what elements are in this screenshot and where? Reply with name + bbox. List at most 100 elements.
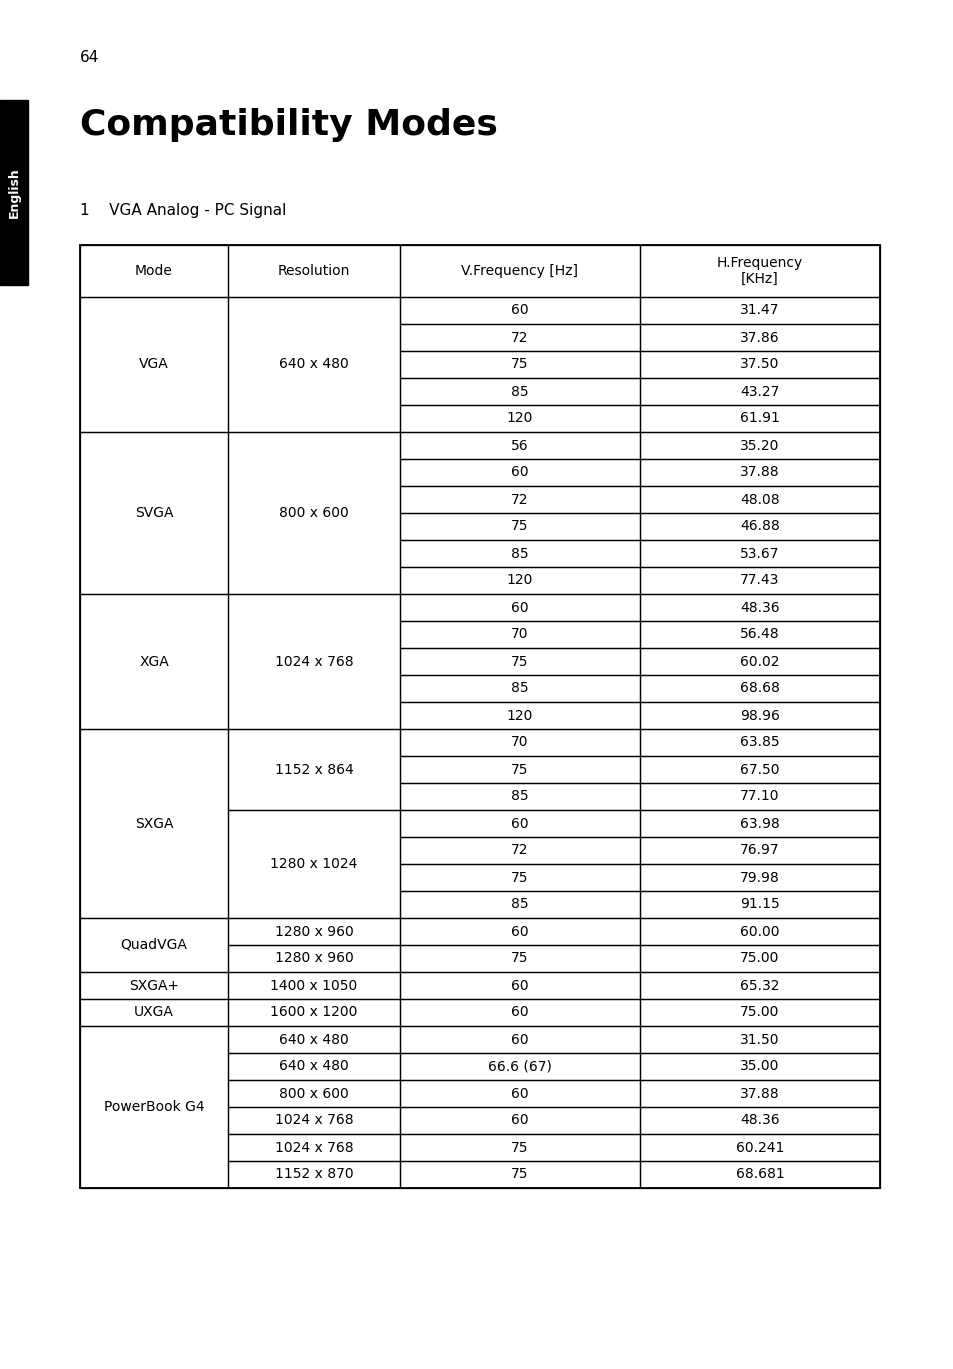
- Text: 53.67: 53.67: [740, 546, 779, 560]
- Text: 75: 75: [511, 654, 528, 668]
- Bar: [228, 1053, 399, 1080]
- Text: 48.08: 48.08: [740, 493, 779, 507]
- Bar: [228, 433, 399, 594]
- Bar: [399, 297, 639, 324]
- Text: 56.48: 56.48: [740, 627, 779, 642]
- Bar: [399, 1053, 639, 1080]
- Bar: [228, 945, 399, 972]
- Text: 37.88: 37.88: [740, 1087, 779, 1101]
- Text: 91.15: 91.15: [740, 898, 779, 912]
- Text: SVGA: SVGA: [134, 507, 173, 520]
- Text: 35.00: 35.00: [740, 1060, 779, 1073]
- Bar: [228, 1108, 399, 1134]
- Text: Mode: Mode: [135, 264, 172, 278]
- Text: 72: 72: [511, 843, 528, 857]
- Bar: [639, 891, 879, 919]
- Bar: [80, 1025, 228, 1188]
- Text: 85: 85: [511, 546, 528, 560]
- Bar: [639, 324, 879, 350]
- Text: 60: 60: [511, 979, 528, 993]
- Bar: [80, 433, 228, 594]
- Text: 800 x 600: 800 x 600: [279, 1087, 349, 1101]
- Text: 60.02: 60.02: [740, 654, 779, 668]
- Text: SXGA: SXGA: [134, 816, 173, 831]
- Bar: [399, 783, 639, 810]
- Text: 60: 60: [511, 1087, 528, 1101]
- Text: 68.68: 68.68: [740, 682, 780, 695]
- Bar: [639, 539, 879, 567]
- Bar: [399, 486, 639, 513]
- Bar: [639, 350, 879, 378]
- Bar: [639, 810, 879, 836]
- Bar: [399, 350, 639, 378]
- Bar: [639, 567, 879, 594]
- Text: 1280 x 960: 1280 x 960: [274, 924, 353, 939]
- Text: 1024 x 768: 1024 x 768: [274, 1113, 353, 1128]
- Text: 70: 70: [511, 627, 528, 642]
- Bar: [399, 999, 639, 1025]
- Bar: [399, 513, 639, 539]
- Bar: [80, 919, 228, 972]
- Bar: [639, 1134, 879, 1161]
- Bar: [399, 378, 639, 405]
- Bar: [639, 622, 879, 648]
- Text: 75: 75: [511, 951, 528, 965]
- Bar: [639, 405, 879, 433]
- Text: PowerBook G4: PowerBook G4: [104, 1101, 204, 1114]
- Bar: [639, 594, 879, 622]
- Bar: [399, 1025, 639, 1053]
- Text: 60: 60: [511, 816, 528, 831]
- Bar: [639, 1108, 879, 1134]
- Text: QuadVGA: QuadVGA: [120, 938, 187, 951]
- Text: 60: 60: [511, 1032, 528, 1046]
- Bar: [639, 999, 879, 1025]
- Text: 60.00: 60.00: [740, 924, 779, 939]
- Text: 85: 85: [511, 682, 528, 695]
- Text: 1152 x 864: 1152 x 864: [274, 763, 353, 776]
- Bar: [399, 730, 639, 756]
- Text: 77.10: 77.10: [740, 790, 779, 804]
- Text: 75: 75: [511, 871, 528, 884]
- Bar: [639, 378, 879, 405]
- Text: 56: 56: [511, 438, 528, 453]
- Text: 800 x 600: 800 x 600: [279, 507, 349, 520]
- Bar: [228, 730, 399, 810]
- Bar: [639, 486, 879, 513]
- Text: 48.36: 48.36: [740, 1113, 779, 1128]
- Text: 37.88: 37.88: [740, 465, 779, 479]
- Text: 75: 75: [511, 357, 528, 371]
- Text: 1152 x 870: 1152 x 870: [274, 1168, 353, 1181]
- Bar: [639, 297, 879, 324]
- Bar: [399, 919, 639, 945]
- Text: 120: 120: [506, 574, 533, 587]
- Bar: [399, 622, 639, 648]
- Bar: [228, 1134, 399, 1161]
- Text: 1280 x 1024: 1280 x 1024: [270, 857, 357, 871]
- Text: 31.50: 31.50: [740, 1032, 779, 1046]
- Bar: [228, 810, 399, 919]
- Text: 120: 120: [506, 412, 533, 426]
- Text: 63.85: 63.85: [740, 735, 779, 749]
- Bar: [639, 783, 879, 810]
- Bar: [399, 675, 639, 702]
- Bar: [80, 245, 879, 1188]
- Text: 1024 x 768: 1024 x 768: [274, 1140, 353, 1154]
- Text: 67.50: 67.50: [740, 763, 779, 776]
- Text: 46.88: 46.88: [740, 519, 779, 534]
- Text: H.Frequency
[KHz]: H.Frequency [KHz]: [716, 256, 802, 286]
- Bar: [639, 433, 879, 459]
- Bar: [228, 999, 399, 1025]
- Text: 64: 64: [80, 51, 99, 66]
- Text: XGA: XGA: [139, 654, 169, 668]
- Bar: [399, 1080, 639, 1108]
- Text: English: English: [8, 167, 20, 219]
- Bar: [639, 245, 879, 297]
- Text: Resolution: Resolution: [277, 264, 350, 278]
- Bar: [0, 100, 28, 285]
- Text: 68.681: 68.681: [735, 1168, 783, 1181]
- Bar: [228, 297, 399, 433]
- Text: 70: 70: [511, 735, 528, 749]
- Bar: [399, 594, 639, 622]
- Text: 85: 85: [511, 790, 528, 804]
- Text: 37.50: 37.50: [740, 357, 779, 371]
